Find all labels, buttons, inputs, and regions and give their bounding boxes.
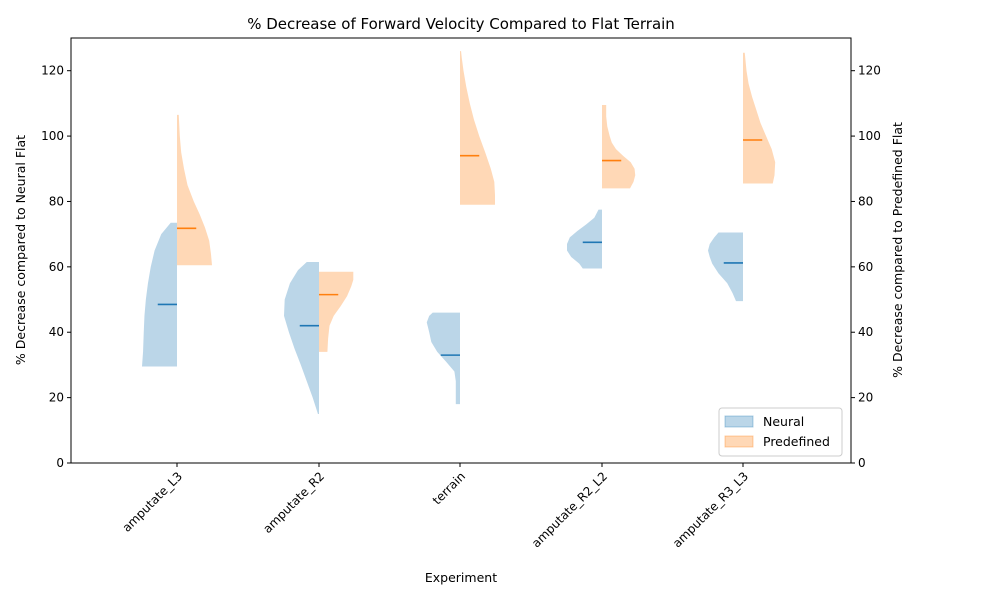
right-y-tick-label: 80	[858, 194, 873, 208]
x-axis-label: Experiment	[425, 570, 497, 585]
x-tick-label: terrain	[430, 469, 468, 507]
violin-predefined-amputate-r2	[319, 271, 354, 352]
left-y-tick-label: 120	[41, 64, 64, 78]
legend-label-neural: Neural	[763, 414, 804, 429]
x-tick-label: amputate_L3	[120, 469, 186, 535]
violin-neural-terrain	[426, 312, 460, 405]
right-y-tick-label: 20	[858, 391, 873, 405]
right-y-tick-label: 60	[858, 260, 873, 274]
x-tick-label: amputate_R2	[260, 469, 327, 536]
plot-frame	[70, 37, 852, 464]
legend-box	[718, 407, 843, 457]
x-axis: amputate_L3 amputate_R2 terrain amputate_R2…	[120, 463, 751, 550]
violin-neural-amputate-l3	[142, 222, 177, 367]
violin-predefined-amputate-r3-l3	[743, 52, 776, 184]
violin-neural-amputate-r3-l3	[708, 232, 743, 302]
violins-layer	[142, 51, 776, 414]
left-y-tick-label: 100	[41, 129, 64, 143]
x-tick-label: amputate_R2_L2	[529, 469, 610, 550]
right-y-tick-label: 120	[858, 64, 881, 78]
right-y-tick-label: 0	[858, 456, 866, 470]
legend-swatch-predefined	[724, 435, 754, 448]
left-y-tick-label: 80	[49, 194, 64, 208]
right-y-axis: 0 20 40 60 80 100 120	[851, 64, 881, 470]
right-y-axis-label: % Decrease compared to Predefined Flat	[890, 122, 905, 378]
violin-predefined-amputate-r2-l2	[602, 105, 636, 189]
legend-swatch-neural	[724, 415, 754, 428]
chart-title: % Decrease of Forward Velocity Compared …	[247, 15, 675, 33]
medians-layer	[157, 139, 763, 356]
right-y-tick-label: 40	[858, 325, 873, 339]
violin-predefined-amputate-l3	[177, 114, 212, 266]
legend-label-predefined: Predefined	[763, 434, 830, 449]
left-y-axis: 0 20 40 60 80 100 120	[41, 64, 71, 470]
left-y-tick-label: 20	[49, 391, 64, 405]
legend: Neural Predefined	[718, 407, 843, 457]
violin-predefined-terrain	[460, 51, 495, 205]
left-y-tick-label: 40	[49, 325, 64, 339]
right-y-tick-label: 100	[858, 129, 881, 143]
violin-neural-amputate-r2	[284, 261, 319, 414]
x-tick-label: amputate_R3_L3	[670, 469, 751, 550]
left-y-tick-label: 0	[56, 456, 64, 470]
left-y-tick-label: 60	[49, 260, 64, 274]
left-y-axis-label: % Decrease compared to Neural Flat	[13, 135, 28, 365]
violin-neural-amputate-r2-l2	[567, 209, 602, 269]
